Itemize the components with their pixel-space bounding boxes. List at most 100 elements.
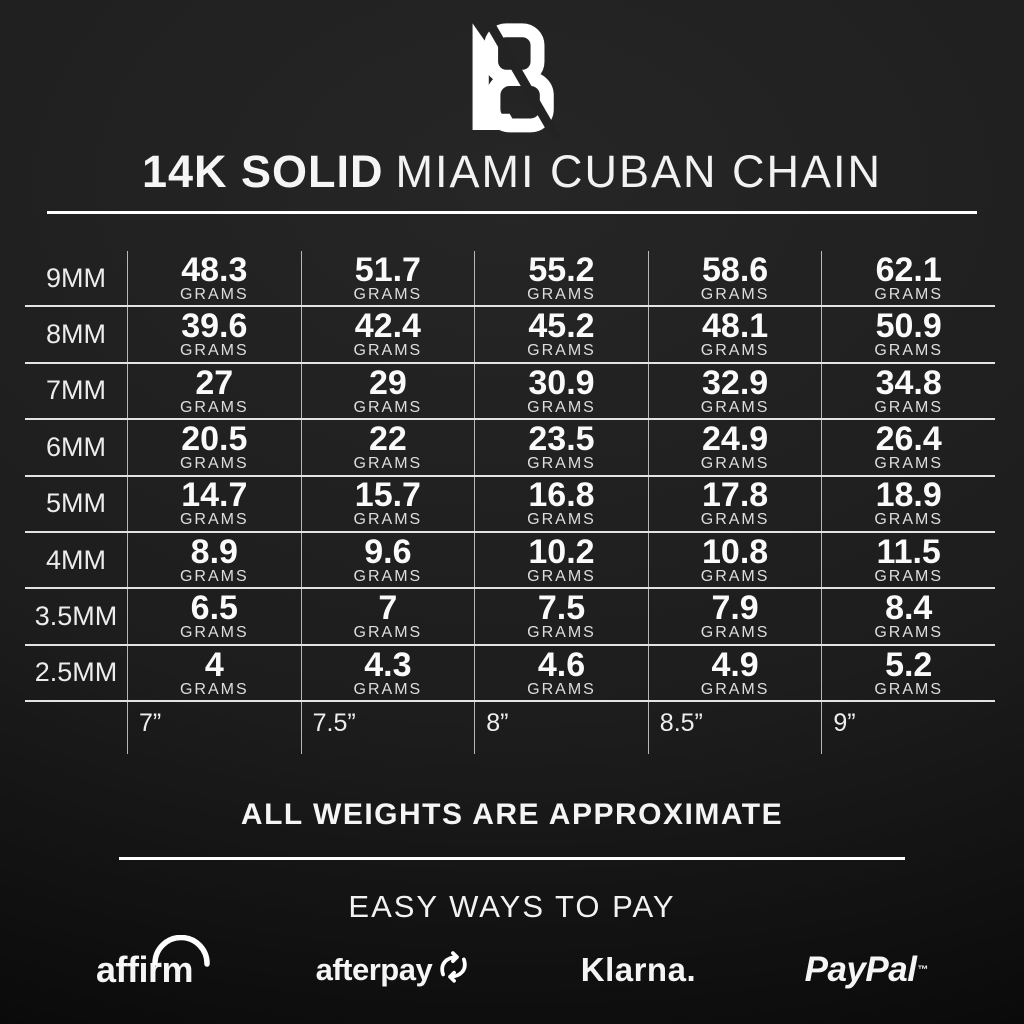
unit-label: GRAMS (179, 342, 249, 360)
paypal-trademark: ™ (917, 963, 928, 976)
weight-value: 34.8 (875, 363, 942, 402)
row-label: 2.5MM (34, 657, 118, 688)
weight-value: 48.3 (181, 250, 248, 289)
weight-value: 26.4 (875, 419, 942, 458)
unit-label: GRAMS (700, 511, 770, 529)
klarna-logo: Klarna. (581, 951, 696, 989)
weight-cell: 55.2 GRAMS (474, 250, 648, 306)
unit-label: GRAMS (353, 342, 423, 360)
row-label: 6MM (46, 431, 106, 462)
weight-cell: 32.9 GRAMS (647, 363, 822, 419)
weight-value: 55.2 (528, 250, 595, 289)
table-row: 6MM 20.5 GRAMS 22 GRAMS 23.5 GRAMS 24.9 GRAM… (25, 419, 995, 477)
unit-label: GRAMS (874, 398, 944, 416)
weight-value: 11.5 (876, 532, 941, 571)
unit-label: GRAMS (179, 285, 249, 303)
afterpay-label: afterpay (315, 951, 433, 987)
weight-cell: 50.9 GRAMS (821, 307, 995, 362)
weight-cell: 58.6 GRAMS (647, 250, 822, 306)
weight-cell: 48.1 GRAMS (647, 307, 822, 362)
unit-label: GRAMS (179, 567, 249, 585)
weight-value: 16.8 (528, 476, 595, 515)
unit-label: GRAMS (874, 567, 944, 585)
weight-cell: 34.8 GRAMS (821, 363, 995, 419)
table-row: 9MM 48.3 GRAMS 51.7 GRAMS 55.2 GRAMS 58.6 GR… (25, 250, 995, 308)
unit-label: GRAMS (700, 342, 770, 360)
weight-cell: 22 GRAMS (300, 419, 475, 475)
weight-value: 51.7 (354, 250, 421, 289)
row-label: 4MM (46, 544, 106, 575)
weight-value: 4.6 (537, 645, 586, 684)
weight-value: 24.9 (702, 419, 769, 458)
weight-value: 17.8 (702, 476, 769, 515)
unit-label: GRAMS (874, 680, 944, 698)
weight-value: 15.7 (354, 476, 421, 515)
size-label: 7” (127, 702, 301, 755)
weight-value: 10.8 (702, 532, 769, 571)
table-row: 7MM 27 GRAMS 29 GRAMS 30.9 GRAMS 32.9 GRAMS … (25, 363, 995, 421)
weight-value: 27 (195, 363, 234, 402)
unit-label: GRAMS (353, 285, 423, 303)
weight-cell: 24.9 GRAMS (647, 419, 822, 475)
title-underline (47, 211, 977, 214)
weight-cell: 30.9 GRAMS (474, 363, 648, 419)
weight-value: 4.9 (711, 645, 759, 684)
unit-label: GRAMS (179, 624, 249, 642)
weight-cell: 8.4 GRAMS (821, 589, 995, 644)
unit-label: GRAMS (179, 398, 249, 416)
weight-cell: 42.4 GRAMS (300, 307, 475, 362)
affirm-label: affirm (96, 948, 194, 990)
unit-label: GRAMS (179, 680, 249, 698)
weight-cell: 9.6 GRAMS (300, 532, 475, 588)
weight-value: 8.4 (885, 589, 933, 628)
unit-label: GRAMS (700, 567, 770, 585)
weight-value: 45.2 (528, 307, 595, 346)
weight-cell: 51.7 GRAMS (300, 250, 475, 306)
unit-label: GRAMS (874, 511, 944, 529)
affirm-arc-icon (152, 934, 210, 967)
row-label: 9MM (46, 262, 106, 293)
weight-value: 58.6 (702, 250, 769, 289)
brand-logo (0, 0, 1024, 140)
weight-value: 29 (368, 363, 407, 402)
weight-value: 32.9 (702, 363, 769, 402)
weight-cell: 17.8 GRAMS (647, 476, 822, 531)
size-label: 7.5” (300, 702, 475, 755)
row-label: 7MM (46, 375, 106, 406)
title-light: MIAMI CUBAN CHAIN (395, 146, 883, 197)
weight-value: 39.6 (181, 307, 248, 346)
unit-label: GRAMS (353, 398, 423, 416)
row-label: 5MM (46, 488, 106, 519)
table-row: 3.5MM 6.5 GRAMS 7 GRAMS 7.5 GRAMS 7.9 GRAMS … (25, 589, 995, 646)
unit-label: GRAMS (700, 624, 770, 642)
weight-value: 22 (368, 419, 407, 458)
row-label: 8MM (46, 319, 106, 350)
paypal-label: PayPal (804, 949, 917, 989)
klarna-label: Klarna. (580, 950, 697, 988)
unit-label: GRAMS (353, 454, 423, 472)
weight-value: 6.5 (190, 589, 238, 628)
size-label-row: 7” 7.5” 8” 8.5” 9” (25, 702, 995, 755)
size-label: 8” (474, 702, 648, 755)
weight-cell: 39.6 GRAMS (127, 307, 301, 362)
weight-value: 4.3 (364, 645, 412, 684)
footer-divider (119, 857, 905, 861)
weight-cell: 6.5 GRAMS (127, 589, 301, 644)
payment-logos: affirm afterpay Klarna. PayPal ™ (96, 934, 928, 992)
afterpay-arrows-icon (432, 947, 472, 992)
table-row: 8MM 39.6 GRAMS 42.4 GRAMS 45.2 GRAMS 48.1 GR… (25, 307, 995, 364)
lb-monogram-icon (472, 18, 563, 140)
size-label-spacer (25, 702, 127, 754)
weight-cell: 8.9 GRAMS (127, 532, 301, 588)
unit-label: GRAMS (179, 511, 249, 529)
weight-value: 4 (204, 645, 224, 684)
unit-label: GRAMS (527, 285, 596, 303)
weight-cell: 10.2 GRAMS (474, 532, 648, 588)
weight-cell: 4.3 GRAMS (300, 645, 475, 701)
weight-cell: 7 GRAMS (300, 589, 475, 644)
weight-cell: 4.9 GRAMS (647, 645, 822, 701)
table-row: 4MM 8.9 GRAMS 9.6 GRAMS 10.2 GRAMS 10.8 GRAM… (25, 532, 995, 590)
size-label: 8.5” (647, 702, 822, 755)
unit-label: GRAMS (353, 511, 423, 529)
weight-cell: 7.5 GRAMS (474, 589, 648, 644)
